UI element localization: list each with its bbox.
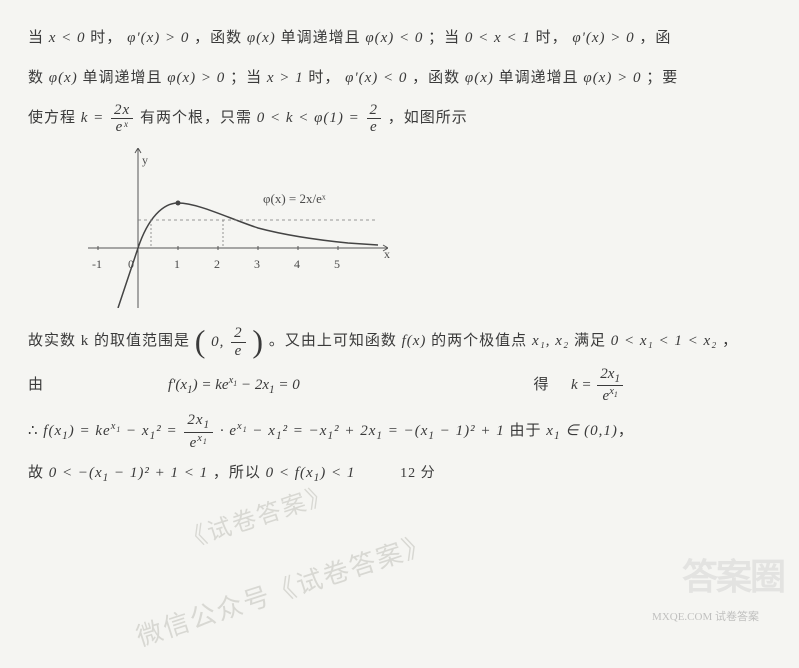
fraction: 2x1 ex1 <box>597 366 623 405</box>
formula-f: f(x1) = kex1 − x1² = <box>43 423 182 439</box>
math-expr: φ'(x) > 0 <box>127 30 189 46</box>
txt: 单调递增且 <box>281 30 366 46</box>
math-expr: φ(x) <box>465 70 494 86</box>
interval-zero: 0, <box>211 334 229 350</box>
frac-num: 2x1 <box>184 412 213 432</box>
txt: 故实数 k 的取值范围是 <box>28 333 195 349</box>
text-line-7: 故 0 < −(x1 − 1)² + 1 < 1 ，所以 0 < f(x1) <… <box>28 455 771 492</box>
math-expr: φ(x) > 0 <box>583 70 641 86</box>
txt: ；当 <box>428 30 465 46</box>
math-fx: f(x) <box>402 333 427 349</box>
txt: 单调递增且 <box>82 70 167 86</box>
txt: 单调递增且 <box>499 70 584 86</box>
math-expr: 0 < −(x1 − 1)² + 1 < 1 <box>49 465 208 481</box>
score-label: 12 分 <box>400 466 436 481</box>
x-tick: 2 <box>214 250 220 279</box>
txt: 。又由上可知函数 <box>269 333 402 349</box>
txt: 故 <box>28 465 49 481</box>
math-expr: 0 < f(x1) < 1 <box>266 465 356 481</box>
therefore: ∴ <box>28 423 43 439</box>
formula-mid: · ex1 − x1² = −x1² + 2x1 = −(x1 − 1)² + … <box>220 423 505 439</box>
txt: ；要 <box>646 70 678 86</box>
paren-close: ) <box>252 329 264 355</box>
frac-num: 2x1 <box>597 366 623 386</box>
txt: 时， <box>308 70 340 86</box>
formula-center: f'(x1) = kex1 − 2x1 = 0 <box>88 367 511 404</box>
math-expr: φ(x) < 0 <box>365 30 423 46</box>
frac-den: e <box>231 343 246 360</box>
txt: ，函数 <box>194 30 247 46</box>
x-tick: 0 <box>128 250 134 279</box>
math-expr: φ(x) <box>247 30 276 46</box>
curve-label: φ(x) = 2x/eˣ <box>263 183 326 214</box>
y-axis-label: y <box>142 146 148 175</box>
frac-den: ex1 <box>597 386 623 405</box>
frac-den: e <box>367 119 382 136</box>
txt-by: 由 <box>28 367 88 403</box>
text-line-2: 数 φ(x) 单调递增且 φ(x) > 0 ；当 x > 1 时， φ'(x) … <box>28 60 771 96</box>
x-tick: 5 <box>334 250 340 279</box>
math-expr: φ(x) <box>49 70 78 86</box>
math-cond: x > 1 <box>267 70 304 86</box>
math-vars: x₁, x₂ <box>532 333 569 349</box>
math-cond: 0 < x₁ < 1 < x₂ <box>611 333 718 349</box>
text-line-1: 当 x < 0 时， φ'(x) > 0 ，函数 φ(x) 单调递增且 φ(x)… <box>28 20 771 56</box>
watermark-text: 微信公众号《试卷答案》 <box>128 514 440 668</box>
txt: ，函数 <box>412 70 465 86</box>
txt: 时， <box>90 30 122 46</box>
txt: 时， <box>536 30 568 46</box>
frac-num: 2x <box>111 102 133 120</box>
txt: ；当 <box>230 70 267 86</box>
math-expr: φ(x) > 0 <box>167 70 225 86</box>
graph-svg <box>88 148 388 308</box>
paren-open: ( <box>195 329 207 355</box>
x-tick: 4 <box>294 250 300 279</box>
txt: ，如图所示 <box>388 110 468 126</box>
x-tick: 3 <box>254 250 260 279</box>
text-line-4: 故实数 k 的取值范围是 ( 0, 2 e ) 。又由上可知函数 f(x) 的两… <box>28 323 771 360</box>
fraction: 2x1 ex1 <box>184 412 213 451</box>
math-keq: k = <box>81 110 109 126</box>
math-cond: x < 0 <box>49 30 86 46</box>
math-expr: φ'(x) < 0 <box>345 70 407 86</box>
txt: ，函 <box>639 30 671 46</box>
x-tick: 1 <box>174 250 180 279</box>
txt-tail: 由于 x1 ∈ (0,1)， <box>510 423 634 439</box>
frac-den: ex1 <box>184 433 213 452</box>
fraction: 2 e <box>231 325 246 359</box>
fraction: 2x eˣ <box>111 102 133 136</box>
k-eq: k = <box>571 376 595 392</box>
function-graph: y x -1 0 1 2 3 4 5 φ(x) = 2x/eˣ <box>88 148 388 308</box>
txt-get: 得 <box>511 367 571 403</box>
x-tick: -1 <box>92 250 102 279</box>
math-cond: 0 < k < φ(1) = <box>257 110 365 126</box>
text-line-5: 由 f'(x1) = kex1 − 2x1 = 0 得 k = 2x1 ex1 <box>28 366 771 405</box>
watermark-bottom: MXQE.COM 试卷答案 <box>652 604 759 630</box>
math-expr: φ'(x) > 0 <box>572 30 634 46</box>
txt: ，所以 <box>213 465 266 481</box>
x-axis-label: x <box>384 240 390 269</box>
txt: 当 <box>28 30 49 46</box>
formula-fprime: f'(x1) = kex1 − 2x1 = 0 <box>168 377 300 393</box>
interval-contents: 0, 2 e <box>211 334 252 350</box>
text-line-3: 使方程 k = 2x eˣ 有两个根，只需 0 < k < φ(1) = 2 e… <box>28 100 771 136</box>
txt: 数 <box>28 70 49 86</box>
formula-right: k = 2x1 ex1 <box>571 366 771 405</box>
txt: 有两个根，只需 <box>140 110 257 126</box>
math-cond: 0 < x < 1 <box>465 30 531 46</box>
frac-den: eˣ <box>111 119 133 136</box>
fraction: 2 e <box>367 102 382 136</box>
txt: 的两个极值点 <box>431 333 532 349</box>
text-line-6: ∴ f(x1) = kex1 − x1² = 2x1 ex1 · ex1 − x… <box>28 412 771 451</box>
frac-num: 2 <box>231 325 246 343</box>
txt: 使方程 <box>28 110 81 126</box>
txt: 满足 <box>574 333 611 349</box>
txt: ， <box>722 333 738 349</box>
frac-num: 2 <box>367 102 382 120</box>
